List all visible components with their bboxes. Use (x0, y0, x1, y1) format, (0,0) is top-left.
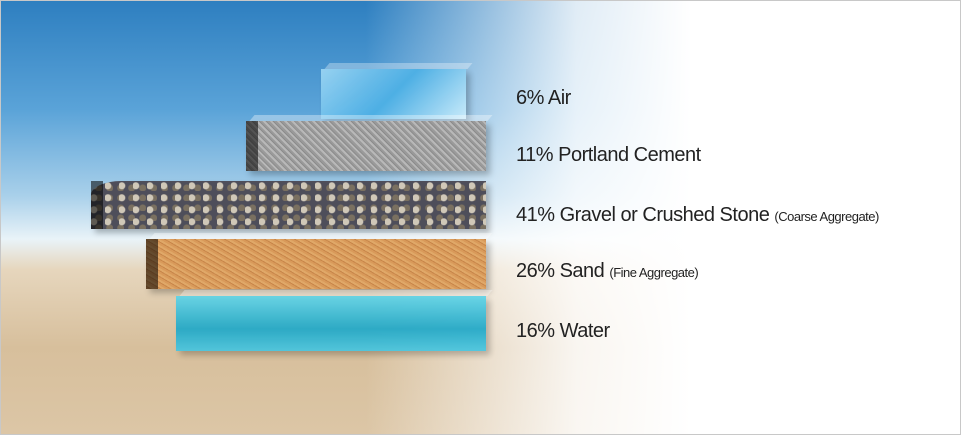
percent: 6% (516, 87, 544, 109)
component-label: 16% Water (516, 320, 610, 343)
air-block (321, 63, 473, 119)
percent: 16% (516, 320, 555, 342)
cement-block (246, 115, 493, 171)
component-note: (Fine Aggregate) (609, 265, 699, 280)
component-name: Water (559, 320, 611, 342)
component-name: Sand (559, 260, 605, 282)
percent: 26% (516, 260, 555, 282)
percent: 11% (516, 144, 554, 166)
gravel-block (91, 181, 486, 229)
component-label: 11% Portland Cement (516, 144, 701, 167)
water-block (176, 290, 493, 351)
sand-block (146, 233, 493, 289)
percent: 41% (516, 204, 555, 226)
component-name: Air (547, 87, 571, 109)
component-label: 26% Sand (Fine Aggregate) (516, 260, 699, 283)
component-label: 6% Air (516, 87, 571, 110)
component-note: (Coarse Aggregate) (774, 209, 879, 224)
component-label: 41% Gravel or Crushed Stone (Coarse Aggr… (516, 204, 879, 227)
component-name: Portland Cement (558, 144, 701, 166)
component-name: Gravel or Crushed Stone (559, 204, 770, 226)
